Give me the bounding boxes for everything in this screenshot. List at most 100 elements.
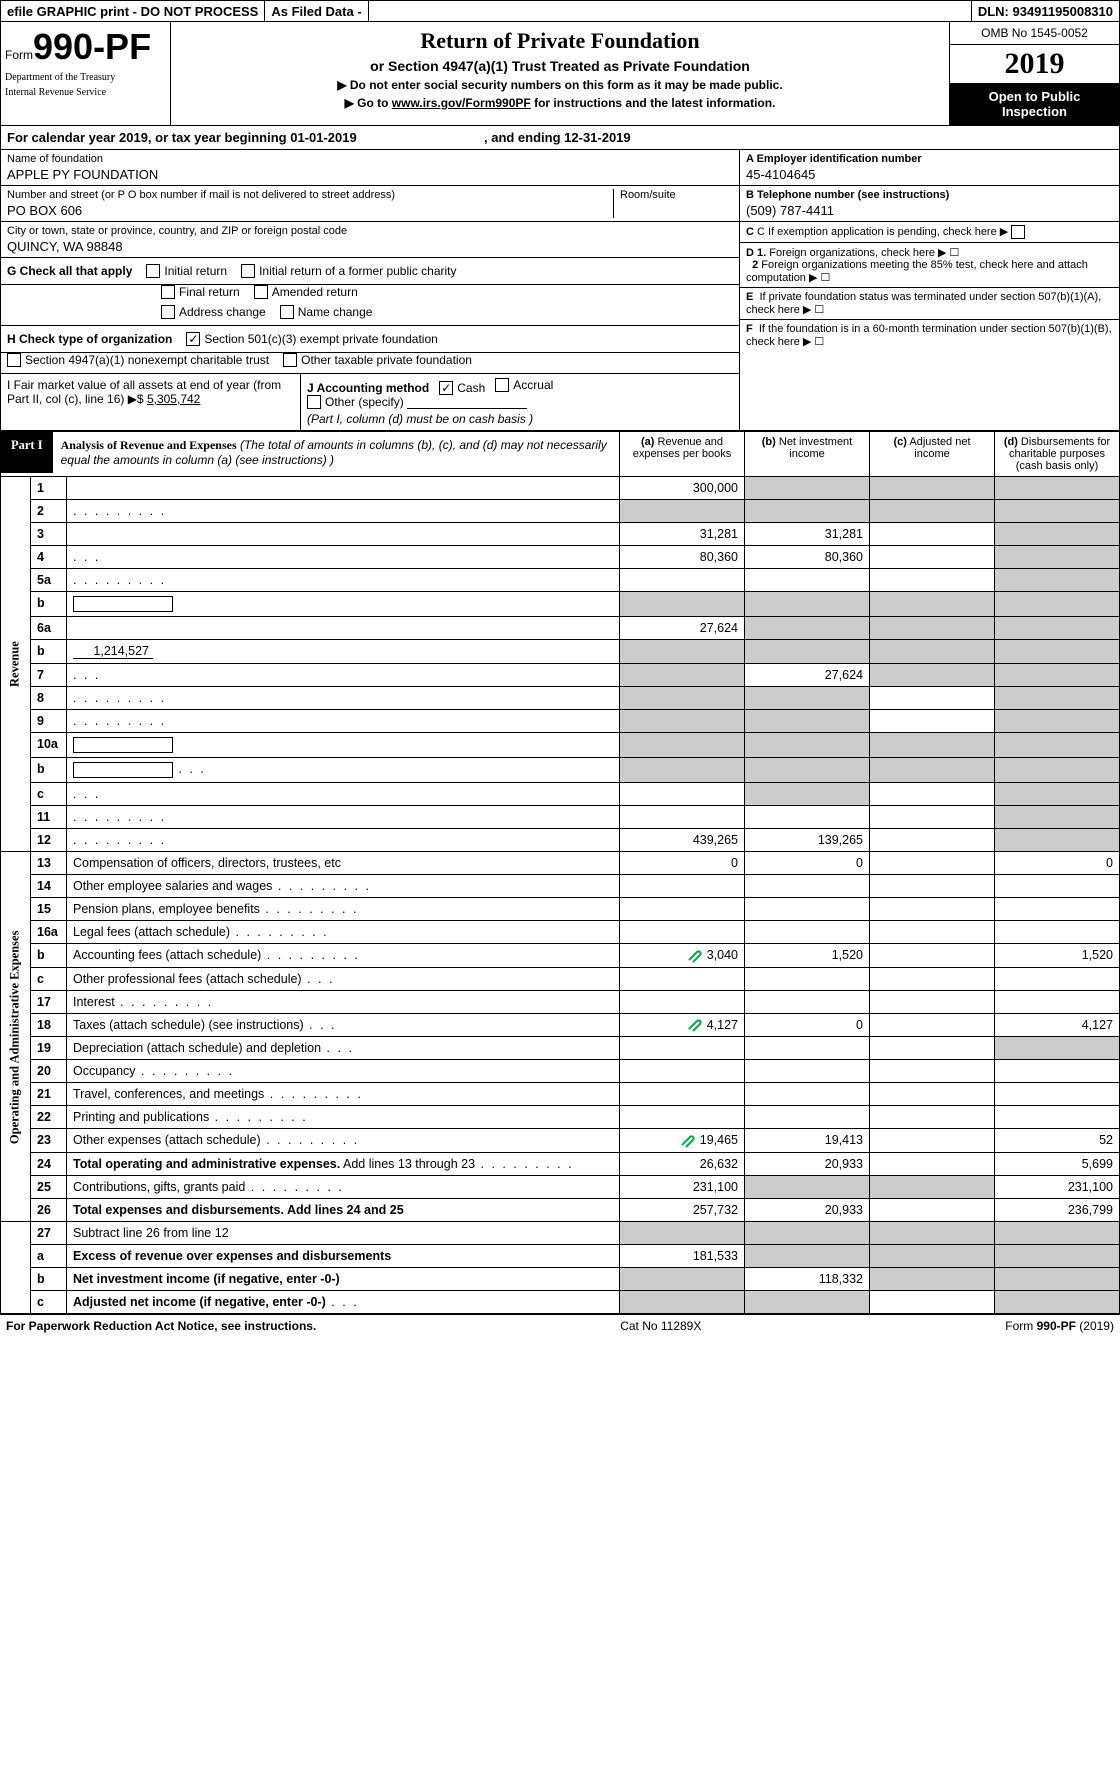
col-a-value: 31,281 xyxy=(620,523,745,546)
col-d-value: 236,799 xyxy=(995,1199,1120,1222)
col-c-value xyxy=(870,1060,995,1083)
col-a-value: 4,127 xyxy=(620,1013,745,1037)
col-a-value xyxy=(620,733,745,758)
col-d-value xyxy=(995,783,1120,806)
col-a-value xyxy=(620,806,745,829)
line-number: 4 xyxy=(31,546,67,569)
table-row: 24Total operating and administrative exp… xyxy=(1,1153,1120,1176)
col-d-value xyxy=(995,758,1120,783)
line-number: b xyxy=(31,758,67,783)
form-header: Form 990-PF Department of the Treasury I… xyxy=(0,22,1120,126)
checkbox-cash[interactable]: ✓Cash xyxy=(439,381,485,395)
checkbox-501c3[interactable]: ✓Section 501(c)(3) exempt private founda… xyxy=(186,332,437,346)
line-description xyxy=(67,477,620,500)
col-d-value xyxy=(995,664,1120,687)
phone-row: B Telephone number (see instructions) (5… xyxy=(740,186,1119,222)
line-number: 3 xyxy=(31,523,67,546)
col-d-value xyxy=(995,1245,1120,1268)
col-a-value: 3,040 xyxy=(620,944,745,968)
col-a-value xyxy=(620,1060,745,1083)
col-a-value: 26,632 xyxy=(620,1153,745,1176)
col-d-value: 231,100 xyxy=(995,1176,1120,1199)
table-row: cAdjusted net income (if negative, enter… xyxy=(1,1291,1120,1314)
efile-notice: efile GRAPHIC print - DO NOT PROCESS xyxy=(1,1,265,21)
g-check-row: G Check all that apply Initial return In… xyxy=(1,258,739,285)
col-c-value xyxy=(870,1222,995,1245)
col-d-value xyxy=(995,477,1120,500)
col-d-value xyxy=(995,1222,1120,1245)
line-description: Legal fees (attach schedule) xyxy=(67,921,620,944)
col-b-value: 31,281 xyxy=(745,523,870,546)
line-description xyxy=(67,806,620,829)
form-number: 990-PF xyxy=(33,26,151,68)
line-description: Adjusted net income (if negative, enter … xyxy=(67,1291,620,1314)
entity-right: A Employer identification number 45-4104… xyxy=(739,150,1119,430)
col-b-value xyxy=(745,1106,870,1129)
col-c-value xyxy=(870,921,995,944)
col-c-value xyxy=(870,1153,995,1176)
col-c-value xyxy=(870,733,995,758)
col-b-value xyxy=(745,1083,870,1106)
line-number: 10a xyxy=(31,733,67,758)
table-row: 16aLegal fees (attach schedule) xyxy=(1,921,1120,944)
line-number: 21 xyxy=(31,1083,67,1106)
col-b-value xyxy=(745,733,870,758)
col-b-value xyxy=(745,1176,870,1199)
col-b-value xyxy=(745,967,870,990)
col-a-value xyxy=(620,758,745,783)
line-description: Contributions, gifts, grants paid xyxy=(67,1176,620,1199)
line-number: c xyxy=(31,967,67,990)
col-a-value: 19,465 xyxy=(620,1129,745,1153)
footer-left: For Paperwork Reduction Act Notice, see … xyxy=(6,1319,316,1333)
form-title: Return of Private Foundation xyxy=(181,28,939,54)
irs-label: Internal Revenue Service xyxy=(5,87,166,98)
col-a-value: 439,265 xyxy=(620,829,745,852)
col-a-value xyxy=(620,875,745,898)
col-b-value xyxy=(745,783,870,806)
table-row: 727,624 xyxy=(1,664,1120,687)
table-row: aExcess of revenue over expenses and dis… xyxy=(1,1245,1120,1268)
line-description: Subtract line 26 from line 12 xyxy=(67,1222,620,1245)
col-b-value xyxy=(745,990,870,1013)
instruction-2: ▶ Go to www.irs.gov/Form990PF for instru… xyxy=(181,96,939,110)
line-number: 20 xyxy=(31,1060,67,1083)
table-row: b 1,214,527 xyxy=(1,640,1120,664)
line-description: Excess of revenue over expenses and disb… xyxy=(67,1245,620,1268)
col-c-value xyxy=(870,477,995,500)
table-row: 22Printing and publications xyxy=(1,1106,1120,1129)
col-d-value xyxy=(995,1060,1120,1083)
col-d-value xyxy=(995,569,1120,592)
entity-left: Name of foundation APPLE PY FOUNDATION N… xyxy=(1,150,739,430)
line-number: 25 xyxy=(31,1176,67,1199)
open-inspection-badge: Open to Public Inspection xyxy=(950,83,1119,125)
col-b-value: 118,332 xyxy=(745,1268,870,1291)
col-c-value xyxy=(870,569,995,592)
street-address: PO BOX 606 xyxy=(7,203,613,218)
table-row: 12439,265139,265 xyxy=(1,829,1120,852)
col-b-value xyxy=(745,592,870,617)
line-number: 6a xyxy=(31,617,67,640)
line-number: 17 xyxy=(31,990,67,1013)
line-description xyxy=(67,569,620,592)
col-d-value xyxy=(995,500,1120,523)
col-b-value: 27,624 xyxy=(745,664,870,687)
col-d-value xyxy=(995,546,1120,569)
col-a-value: 27,624 xyxy=(620,617,745,640)
entity-info: Name of foundation APPLE PY FOUNDATION N… xyxy=(0,150,1120,431)
col-b-value xyxy=(745,640,870,664)
col-b-value xyxy=(745,1291,870,1314)
top-bar: efile GRAPHIC print - DO NOT PROCESS As … xyxy=(0,0,1120,22)
h-check-row: H Check type of organization ✓Section 50… xyxy=(1,326,739,353)
col-c-value xyxy=(870,617,995,640)
line-number: 14 xyxy=(31,875,67,898)
col-b-value xyxy=(745,806,870,829)
checkbox-accrual[interactable]: Accrual xyxy=(495,378,553,392)
col-c-value xyxy=(870,829,995,852)
line-description: Accounting fees (attach schedule) xyxy=(67,944,620,968)
col-b-value xyxy=(745,687,870,710)
line-number: 18 xyxy=(31,1013,67,1037)
irs-link[interactable]: www.irs.gov/Form990PF xyxy=(392,96,531,110)
c-row: C C If exemption application is pending,… xyxy=(740,222,1119,243)
col-d-value xyxy=(995,1291,1120,1314)
table-row: 21Travel, conferences, and meetings xyxy=(1,1083,1120,1106)
